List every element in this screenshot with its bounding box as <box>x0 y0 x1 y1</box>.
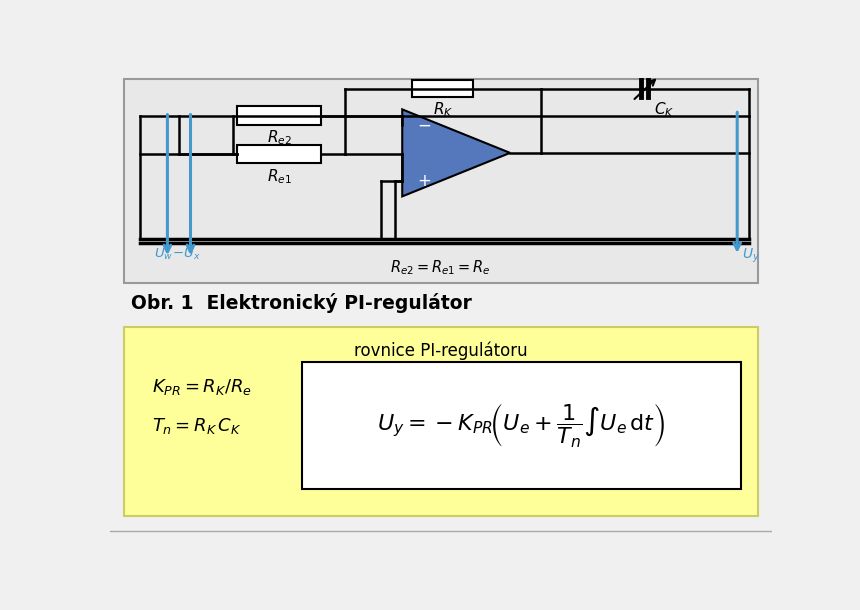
Text: $U_y = -K_{PR}\!\left(U_e + \dfrac{1}{T_n}\int U_e\,\mathrm{d}t\right)$: $U_y = -K_{PR}\!\left(U_e + \dfrac{1}{T_… <box>378 401 666 450</box>
Text: $K_{PR} = R_K/R_e$: $K_{PR} = R_K/R_e$ <box>152 378 252 397</box>
Bar <box>124 79 758 284</box>
Text: $+$: $+$ <box>417 172 431 190</box>
Text: Obr. 1  Elektronický PI-regulátor: Obr. 1 Elektronický PI-regulátor <box>132 293 472 313</box>
Text: $U_w\!-\!U_x$: $U_w\!-\!U_x$ <box>154 246 201 262</box>
Text: $R_K$: $R_K$ <box>433 100 453 119</box>
Bar <box>237 145 322 163</box>
Bar <box>302 362 741 489</box>
Bar <box>412 80 474 97</box>
Text: $T_n = R_K\,C_K$: $T_n = R_K\,C_K$ <box>152 416 242 436</box>
Bar <box>237 106 322 125</box>
Text: rovnice PI-regulátoru: rovnice PI-regulátoru <box>354 341 527 360</box>
Text: $U_y$: $U_y$ <box>742 246 760 265</box>
Bar <box>124 328 758 516</box>
Text: $-$: $-$ <box>417 116 431 134</box>
Text: $R_{e1}$: $R_{e1}$ <box>267 167 292 186</box>
Text: $C_K$: $C_K$ <box>654 100 674 119</box>
Polygon shape <box>402 109 510 196</box>
Text: $R_{e2} = R_{e1} = R_e$: $R_{e2} = R_{e1} = R_e$ <box>390 258 491 277</box>
Text: $R_{e2}$: $R_{e2}$ <box>267 129 292 148</box>
